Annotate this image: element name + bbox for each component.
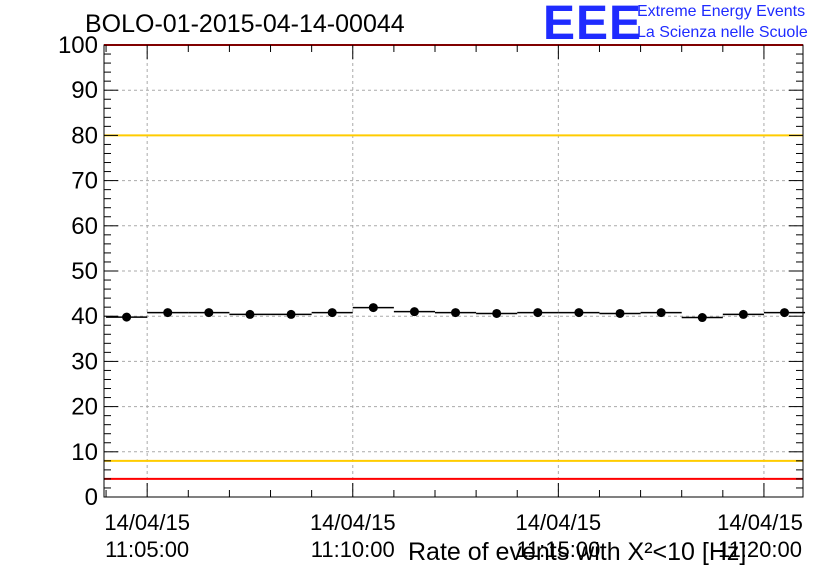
eee-logo: EEE [543,0,643,50]
x-tick-label-time: 11:20:00 [718,537,802,562]
x-tick-label-date: 14/04/15 [310,510,396,535]
x-tick-label-date: 14/04/15 [104,510,190,535]
y-tick-label: 90 [71,77,98,104]
y-tick-label: 60 [71,213,98,240]
data-point [368,303,378,313]
data-point [245,309,255,319]
data-point [615,308,625,318]
data-point [451,308,461,318]
x-tick-label-time: 11:10:00 [311,537,395,562]
grid [104,45,803,497]
data-point [779,308,789,318]
data-point [574,308,584,318]
chart-title: BOLO-01-2015-04-14-00044 [85,10,405,38]
data-point [163,308,173,318]
y-ticks [104,44,803,498]
y-tick-label: 0 [85,484,98,511]
x-tick-label-time: 11:05:00 [105,537,189,562]
data-point [492,308,502,318]
data-point [122,312,132,322]
data-point [286,309,296,319]
y-tick-label: 20 [71,394,98,421]
y-tick-label: 80 [71,122,98,149]
x-tick-label-date: 14/04/15 [717,510,803,535]
data-point [697,313,707,323]
data-point [204,308,214,318]
y-tick-label: 10 [71,439,98,466]
y-tick-label: 100 [58,32,98,59]
data-point [656,308,666,318]
x-ticks [105,45,765,497]
y-tick-label: 50 [71,258,98,285]
x-tick-label-date: 14/04/15 [516,510,602,535]
data-series [106,303,806,323]
y-tick-label: 70 [71,168,98,195]
x-axis-label: Rate of events with X²<10 [Hz] [408,538,747,566]
org-name-line2: La Scienza nelle Scuole [637,24,808,41]
x-tick-label-time: 11:15:00 [516,537,600,562]
data-point [533,308,543,318]
data-point [409,307,419,317]
y-tick-label: 40 [71,303,98,330]
data-point [738,309,748,319]
org-name-line1: Extreme Energy Events [637,3,806,20]
data-point [327,308,337,318]
y-tick-label: 30 [71,348,98,375]
